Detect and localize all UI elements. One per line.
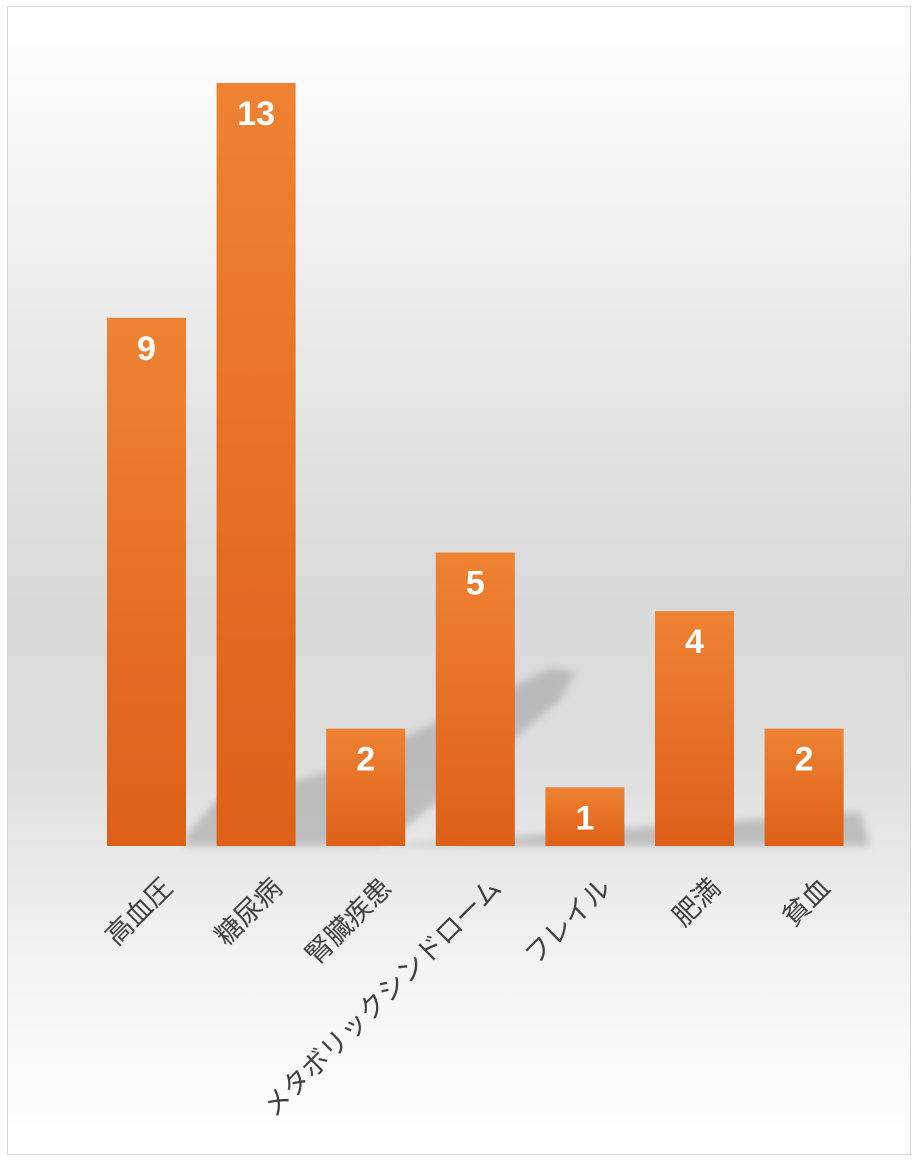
- data-label: 9: [137, 330, 156, 368]
- data-label: 2: [356, 741, 375, 779]
- category-label: 肥満: [667, 873, 727, 933]
- bar: [545, 787, 625, 846]
- category-label: メタボリックシンドローム: [257, 873, 507, 1123]
- bar: [764, 728, 844, 846]
- data-label: 4: [685, 623, 704, 661]
- bar: [435, 552, 515, 846]
- category-label: 腎臓疾患: [300, 873, 398, 971]
- bar: [216, 83, 296, 846]
- data-label: 13: [237, 95, 275, 133]
- data-labels: 9 13 2 5 1 4 2: [137, 95, 814, 837]
- category-label: 高血圧: [100, 873, 179, 952]
- data-label: 5: [466, 565, 485, 603]
- bars: [107, 83, 844, 846]
- data-label: 1: [575, 799, 594, 837]
- data-label: 2: [795, 741, 814, 779]
- bar: [655, 611, 734, 846]
- bar: [107, 317, 186, 846]
- category-label: 貧血: [777, 873, 837, 933]
- category-label: フレイル: [519, 873, 617, 971]
- category-label: 糖尿病: [209, 873, 288, 952]
- bar: [326, 728, 406, 846]
